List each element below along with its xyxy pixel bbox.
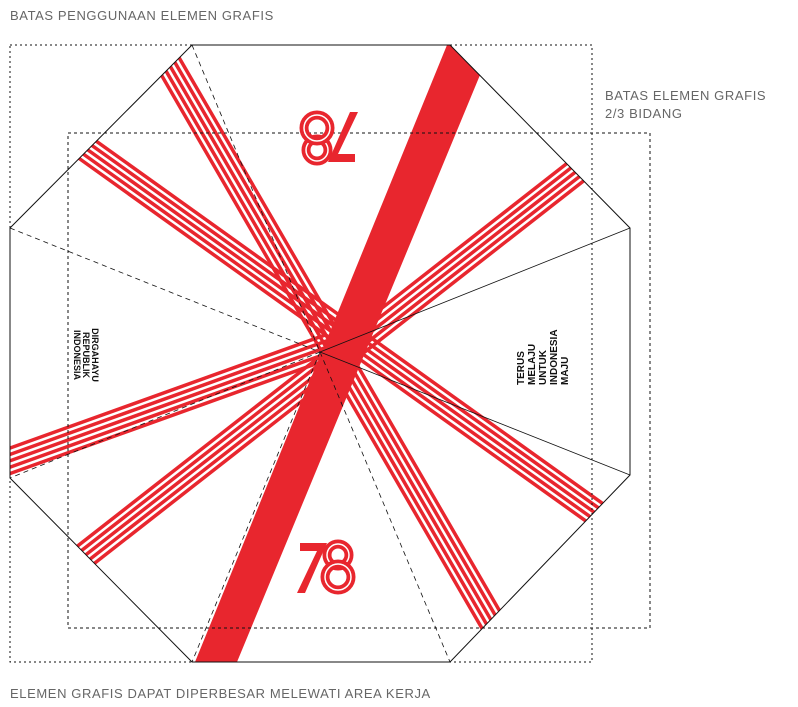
right-line: UNTUK — [538, 349, 549, 385]
footer-note: ELEMEN GRAFIS DAPAT DIPERBESAR MELEWATI … — [10, 686, 431, 701]
guides — [9, 44, 631, 663]
logo-top — [299, 110, 358, 166]
left-line: INDONESIA — [72, 330, 82, 381]
logo-bottom — [297, 539, 356, 595]
left-text: DIRGAHAYU REPUBLIK INDONESIA — [72, 328, 100, 382]
stripe-band — [10, 333, 335, 481]
right-line: MELAJU — [527, 344, 538, 385]
right-text: TERUS MELAJU UNTUK INDONESIA MAJU — [516, 329, 571, 385]
left-line: REPUBLIK — [81, 332, 91, 379]
graphic — [10, 45, 630, 662]
stripe — [10, 350, 333, 476]
stripe — [10, 355, 335, 481]
left-line: DIRGAHAYU — [90, 328, 100, 382]
outer-boundary — [9, 44, 593, 663]
thick-band — [195, 45, 480, 662]
title: BATAS PENGGUNAAN ELEMEN GRAFIS — [10, 8, 274, 23]
right-line: MAJU — [560, 357, 571, 385]
stripe — [10, 344, 331, 470]
right-line: INDONESIA — [549, 329, 560, 385]
right-line: TERUS — [516, 351, 527, 385]
stripe — [10, 338, 329, 464]
inner-label: BATAS ELEMEN GRAFIS — [605, 88, 766, 103]
inner-boundary — [67, 132, 651, 629]
stripe — [10, 333, 327, 459]
inner-label: 2/3 BIDANG — [605, 106, 683, 121]
